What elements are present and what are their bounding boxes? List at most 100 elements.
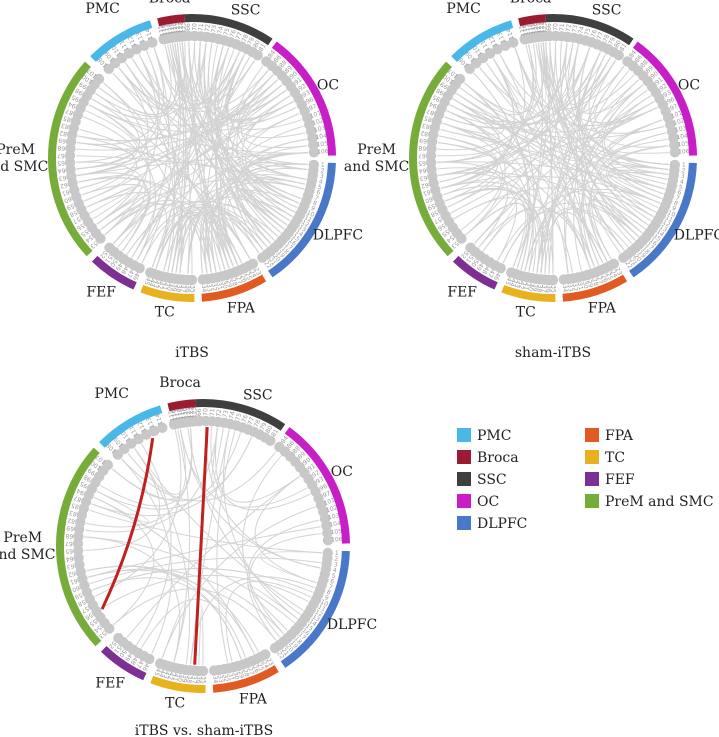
node-marker — [197, 274, 209, 285]
node-id-label: 60 — [63, 195, 73, 204]
node-id-label: 120 — [182, 407, 190, 419]
connection-link — [210, 427, 311, 511]
legend-label-dlpfc: DLPFC — [477, 516, 527, 532]
node-id-label: 64 — [57, 166, 65, 174]
node-marker — [252, 50, 263, 61]
node-id-label: 24 — [260, 660, 270, 670]
connection-link — [86, 185, 143, 225]
node-id-label: 54 — [445, 234, 455, 244]
connection-link — [608, 119, 669, 154]
region-arc-tc — [150, 675, 206, 694]
region-arc-oc — [632, 41, 697, 156]
node-id-label: 6 — [315, 189, 321, 197]
connection-link — [81, 67, 149, 196]
node-marker — [189, 416, 201, 427]
connection-link — [131, 48, 170, 258]
connection-link — [103, 82, 149, 236]
node-marker — [155, 658, 166, 669]
node-id-label: 90 — [650, 70, 660, 80]
node-id-label: 47 — [125, 268, 135, 278]
region-arc-dlpfc — [629, 162, 697, 278]
node-id-label: 53 — [449, 239, 459, 249]
legend-swatch-fef — [585, 472, 599, 486]
node-id-label: 96 — [305, 96, 315, 106]
connection-link — [199, 42, 298, 209]
node-id-label: 96 — [319, 483, 329, 493]
connection-link — [225, 580, 311, 662]
node-id-label: 114 — [144, 27, 154, 40]
node-marker — [465, 242, 476, 253]
node-id-label: 20 — [271, 253, 281, 263]
node-id-label: 51 — [464, 254, 474, 264]
node-id-label: 5 — [678, 184, 683, 192]
node-id-label: 23 — [252, 267, 262, 277]
node-id-label: 14 — [307, 618, 317, 628]
node-id-label: 78 — [253, 419, 263, 429]
node-id-label: 29 — [585, 279, 594, 288]
node-id-label: 123 — [180, 21, 188, 33]
connection-link — [84, 536, 295, 623]
node-id-label: 55 — [440, 228, 450, 238]
node-id-label: 68 — [57, 144, 65, 152]
node-id-label: 83 — [60, 121, 69, 130]
node-id-label: 52 — [98, 249, 108, 259]
region-arc-ssc — [184, 14, 273, 46]
node-id-label: 2 — [320, 167, 325, 174]
node-id-label: 115 — [167, 409, 177, 422]
node-id-label: 33 — [205, 284, 213, 293]
connection-link — [241, 174, 307, 233]
node-id-label: 84 — [628, 49, 638, 59]
node-id-label: 9 — [671, 205, 677, 213]
connection-link — [169, 44, 301, 199]
node-id-label: 43 — [162, 670, 171, 679]
node-id-label: 68 — [65, 532, 73, 540]
node-id-label: 48 — [480, 265, 490, 275]
region-label-fpa: FPA — [239, 692, 268, 708]
node-id-label: 75 — [584, 27, 593, 36]
node-id-label: 43 — [512, 279, 521, 288]
region-label-dlpfc: DLPFC — [327, 617, 377, 633]
connection-link — [161, 506, 316, 658]
node-id-label: 67 — [418, 152, 426, 159]
node-id-label: 117 — [163, 23, 172, 36]
connection-link — [151, 84, 283, 268]
node-id-label: 56 — [436, 222, 446, 232]
region-arc-prem — [48, 61, 93, 257]
connection-link — [492, 58, 535, 271]
connection-link — [216, 431, 236, 663]
node-id-label: 87 — [73, 494, 83, 503]
node-id-label: 9 — [323, 594, 329, 602]
node-marker — [257, 252, 268, 263]
connection-link — [588, 54, 669, 148]
legend-swatch-pmc — [457, 428, 471, 442]
connection-link — [113, 113, 300, 244]
node-id-label: 25 — [243, 271, 253, 281]
connection-link — [75, 155, 306, 185]
connection-link — [187, 215, 191, 274]
node-ring: 66 70 717273747576777879808184868889909192… — [65, 406, 343, 684]
node-id-label: 41 — [522, 282, 530, 291]
connection-link — [254, 475, 317, 584]
node-id-label: 30 — [581, 280, 590, 289]
region-label-pmc: PMC — [446, 1, 480, 17]
node-id-label: 43 — [151, 279, 160, 288]
node-id-label: 22 — [624, 260, 634, 270]
connection-link — [544, 212, 608, 274]
connection-link — [131, 60, 255, 258]
connection-link — [179, 46, 224, 274]
node-id-label: 38 — [535, 284, 543, 293]
connection-link — [437, 167, 509, 248]
connection-link — [83, 116, 156, 261]
connection-link — [161, 602, 187, 662]
node-id-label: 4 — [332, 567, 337, 575]
node-id-label: 71 — [559, 23, 567, 31]
connection-link — [146, 51, 176, 271]
region-label-oc: OC — [317, 78, 339, 94]
node-id-label: 13 — [311, 613, 321, 623]
legend-swatch-broca — [457, 450, 471, 464]
node-id-label: 59 — [65, 202, 75, 211]
connection-link — [445, 188, 529, 270]
node-id-label: 24 — [248, 269, 258, 279]
node-id-label: 62 — [420, 181, 429, 189]
node-id-label: 28 — [229, 277, 238, 287]
